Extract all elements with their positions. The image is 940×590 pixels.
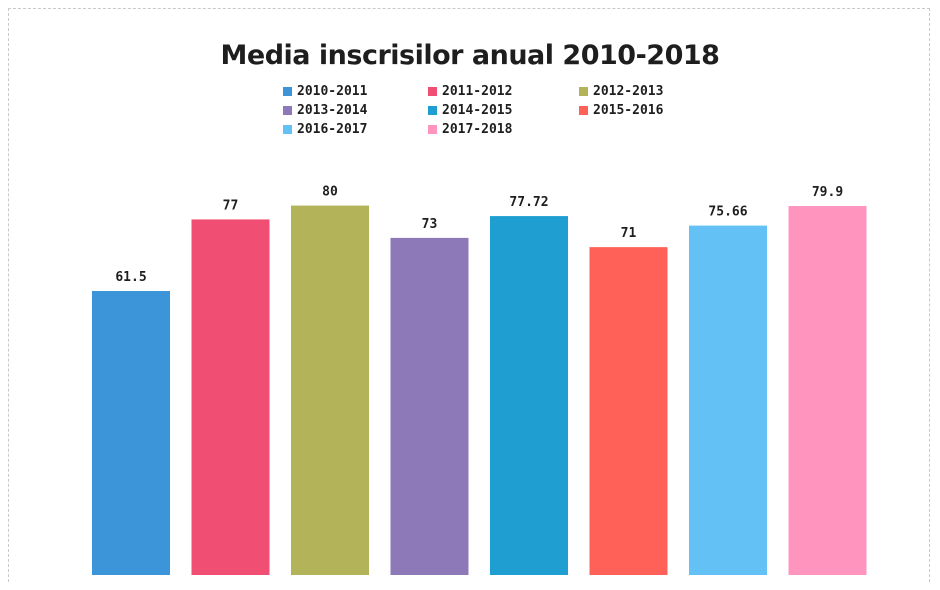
legend-swatch <box>579 87 588 96</box>
data-label: 61.5 <box>115 270 146 285</box>
legend-swatch <box>428 125 437 134</box>
legend-label: 2012-2013 <box>593 84 664 99</box>
bar-2017-2018 <box>788 206 867 576</box>
data-label: 71 <box>621 226 637 241</box>
bar-2014-2015 <box>490 216 568 575</box>
legend-label: 2013-2014 <box>297 103 368 118</box>
legend-swatch <box>283 106 292 115</box>
legend-item-2015-2016: 2015-2016 <box>579 103 663 118</box>
legend-label: 2014-2015 <box>442 103 513 118</box>
bar-2013-2014 <box>390 237 469 576</box>
bar-2016-2017 <box>689 225 767 576</box>
legend-item-2014-2015: 2014-2015 <box>428 103 512 118</box>
legend-item-2017-2018: 2017-2018 <box>428 122 512 137</box>
legend-swatch <box>579 106 588 115</box>
data-label: 79.9 <box>812 185 843 200</box>
bar-2015-2016 <box>589 247 668 575</box>
legend-item-2012-2013: 2012-2013 <box>579 84 663 99</box>
legend-label: 2017-2018 <box>442 122 513 137</box>
data-label: 80 <box>322 185 338 200</box>
legend-swatch <box>283 125 292 134</box>
chart-title: Media inscrisilor anual 2010-2018 <box>220 40 720 71</box>
legend-label: 2010-2011 <box>297 84 368 99</box>
legend-label: 2016-2017 <box>297 122 368 137</box>
legend-item-2013-2014: 2013-2014 <box>283 103 367 118</box>
data-label: 77.72 <box>509 195 548 210</box>
bar-2011-2012 <box>191 219 270 575</box>
chart-legend: 2010-2011 2011-2012 2012-2013 2013-2014 2014… <box>0 0 940 140</box>
legend-item-2016-2017: 2016-2017 <box>283 122 367 137</box>
bar-2010-2011 <box>92 290 170 575</box>
legend-swatch <box>428 87 437 96</box>
data-label: 73 <box>422 217 438 232</box>
legend-swatch <box>428 106 437 115</box>
legend-swatch <box>283 87 292 96</box>
legend-item-2011-2012: 2011-2012 <box>428 84 512 99</box>
legend-label: 2011-2012 <box>442 84 513 99</box>
bar-2012-2013 <box>291 205 369 575</box>
chart-frame <box>8 8 930 582</box>
legend-label: 2015-2016 <box>593 103 664 118</box>
data-label: 77 <box>223 198 239 213</box>
legend-item-2010-2011: 2010-2011 <box>283 84 367 99</box>
data-label: 75.66 <box>708 205 747 220</box>
